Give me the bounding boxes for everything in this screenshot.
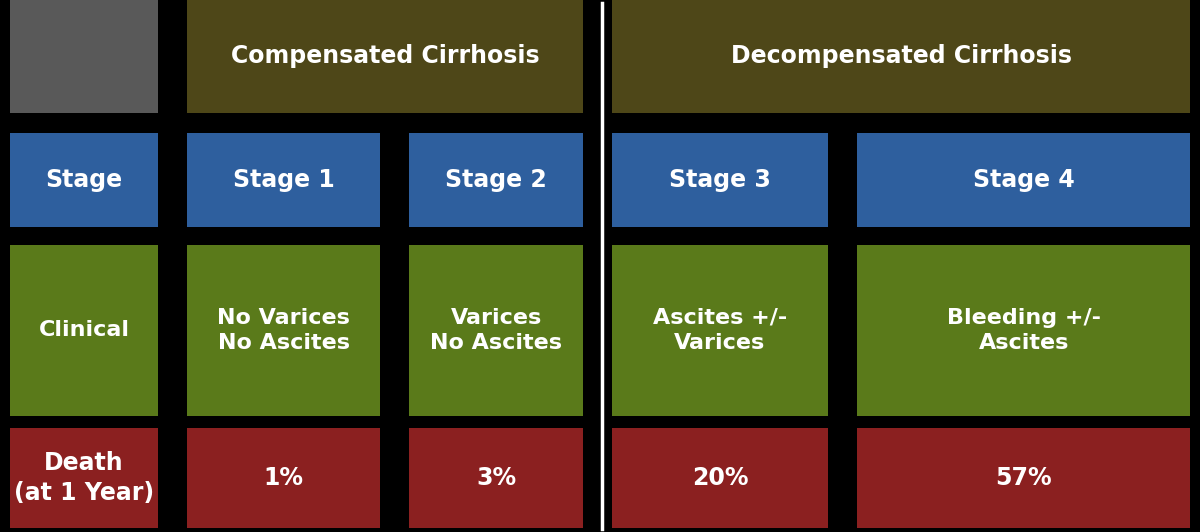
- Text: Stage: Stage: [46, 168, 122, 192]
- Bar: [10, 428, 158, 528]
- Text: 1%: 1%: [264, 466, 304, 490]
- Text: Varices
No Ascites: Varices No Ascites: [431, 308, 563, 353]
- Bar: [612, 133, 828, 227]
- Bar: [409, 133, 583, 227]
- Text: 20%: 20%: [691, 466, 749, 490]
- Bar: [187, 0, 583, 113]
- Bar: [857, 245, 1190, 416]
- Text: Ascites +/-
Varices: Ascites +/- Varices: [653, 308, 787, 353]
- Text: 57%: 57%: [995, 466, 1052, 490]
- Bar: [187, 428, 380, 528]
- Bar: [857, 133, 1190, 227]
- Bar: [10, 133, 158, 227]
- Bar: [10, 245, 158, 416]
- Text: Bleeding +/-
Ascites: Bleeding +/- Ascites: [947, 308, 1100, 353]
- Text: Stage 4: Stage 4: [973, 168, 1074, 192]
- Text: Compensated Cirrhosis: Compensated Cirrhosis: [230, 44, 540, 69]
- Bar: [409, 428, 583, 528]
- Text: Stage 3: Stage 3: [670, 168, 770, 192]
- Bar: [612, 245, 828, 416]
- Text: Stage 2: Stage 2: [445, 168, 547, 192]
- Bar: [409, 245, 583, 416]
- Text: 3%: 3%: [476, 466, 516, 490]
- Text: No Varices
No Ascites: No Varices No Ascites: [217, 308, 350, 353]
- Bar: [612, 0, 1190, 113]
- Text: Clinical: Clinical: [38, 320, 130, 340]
- Bar: [857, 428, 1190, 528]
- Text: Decompensated Cirrhosis: Decompensated Cirrhosis: [731, 44, 1072, 69]
- Bar: [10, 0, 158, 113]
- Text: Stage 1: Stage 1: [233, 168, 335, 192]
- Bar: [187, 133, 380, 227]
- Bar: [187, 245, 380, 416]
- Bar: [612, 428, 828, 528]
- Text: Death
(at 1 Year): Death (at 1 Year): [14, 451, 154, 505]
